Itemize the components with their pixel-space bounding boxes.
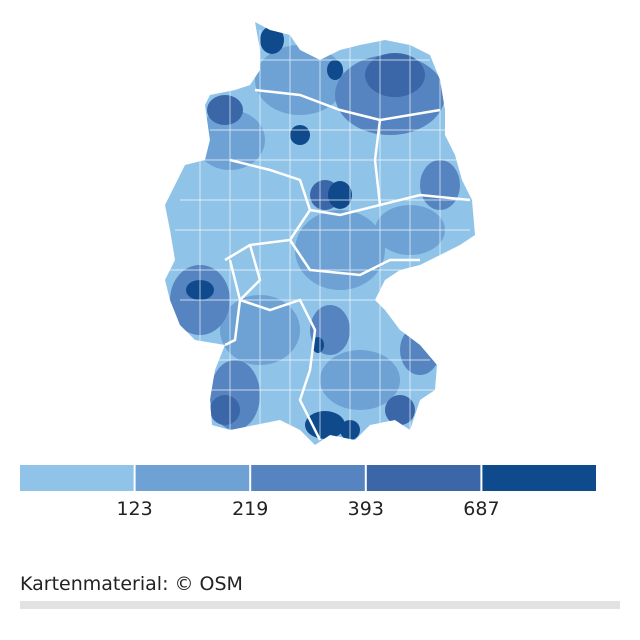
legend-swatch (482, 465, 596, 491)
legend-break-label: 687 (463, 498, 499, 520)
legend-break-label: 219 (232, 498, 268, 520)
legend: 123 219 393 687 (20, 465, 596, 520)
divider (20, 601, 620, 609)
legend-break-label: 123 (116, 498, 152, 520)
legend-swatch (135, 465, 250, 491)
legend-swatch (366, 465, 481, 491)
legend-swatch (20, 465, 134, 491)
germany-map (165, 22, 475, 445)
legend-swatch (251, 465, 365, 491)
legend-break-label: 393 (348, 498, 384, 520)
source-note: Kartenmaterial: © OSM (20, 573, 243, 595)
